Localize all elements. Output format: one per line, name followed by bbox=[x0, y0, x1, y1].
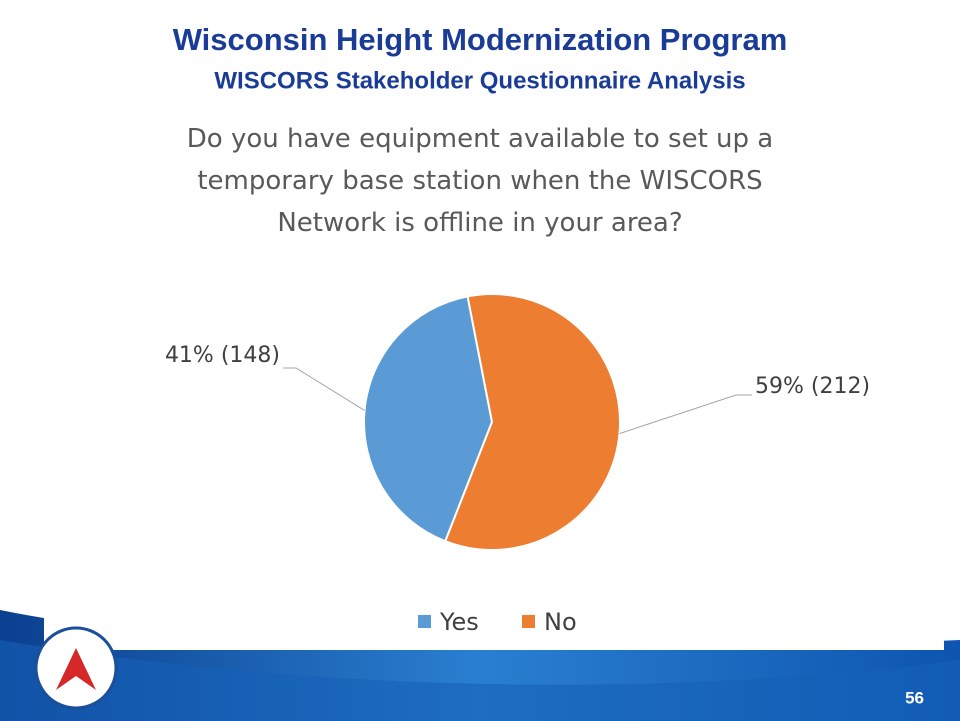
pie-slice bbox=[363, 295, 494, 543]
data-label: 41% (148) bbox=[165, 343, 280, 368]
pie-slice bbox=[443, 293, 621, 551]
chart-title: Do you have equipment available to set u… bbox=[186, 124, 774, 238]
footer-wave bbox=[0, 640, 960, 721]
leader-line bbox=[283, 367, 365, 411]
leader-line bbox=[619, 394, 752, 435]
logo-mark bbox=[56, 648, 96, 690]
legend-swatch bbox=[418, 615, 431, 628]
page-number: 56 bbox=[905, 688, 924, 707]
slide-title: Wisconsin Height Modernization Program bbox=[173, 22, 788, 57]
data-label: 59% (212) bbox=[755, 374, 870, 399]
slide-subtitle: WISCORS Stakeholder Questionnaire Analys… bbox=[214, 67, 745, 94]
content-area bbox=[44, 596, 944, 650]
legend-label: No bbox=[544, 608, 577, 636]
legend-swatch bbox=[522, 615, 535, 628]
legend-label: Yes bbox=[439, 608, 479, 636]
